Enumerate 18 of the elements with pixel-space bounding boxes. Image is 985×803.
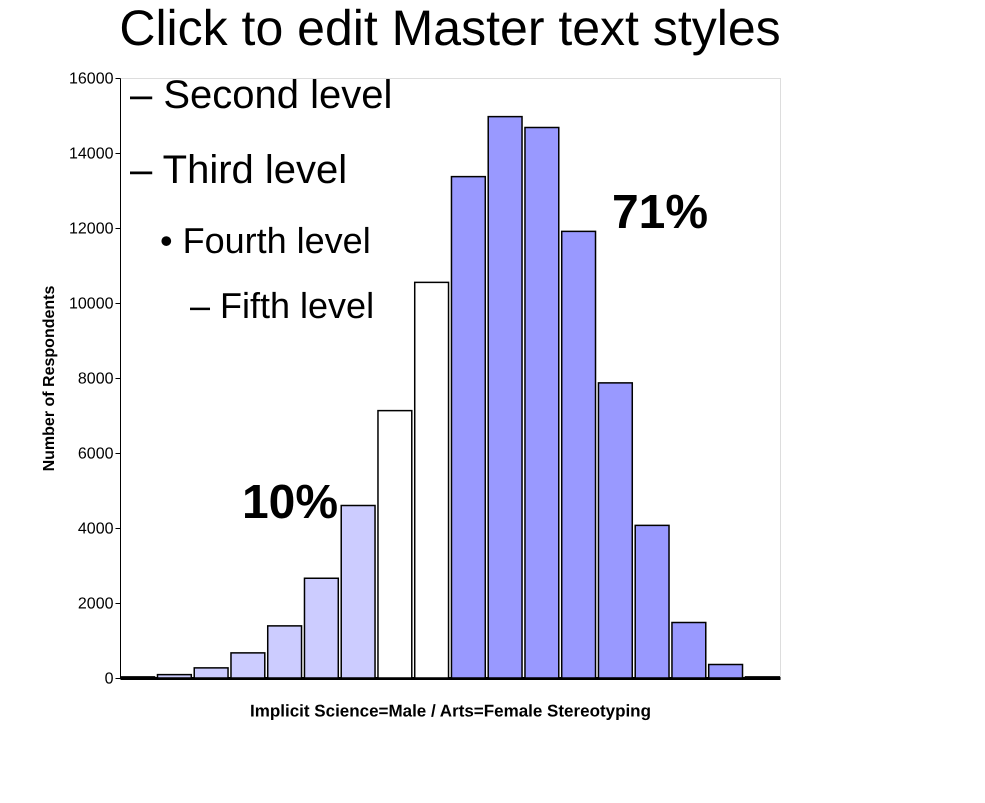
- annotation: – Third level: [130, 148, 348, 192]
- y-tick-label: 16000: [69, 70, 114, 88]
- y-axis-title: Number of Respondents: [41, 286, 58, 472]
- y-tick-label: 0: [104, 670, 114, 688]
- annotation: – Second level: [130, 73, 392, 117]
- annotation: • Fourth level: [160, 220, 371, 261]
- annotation: 71%: [612, 186, 708, 239]
- chart-title: Click to edit Master text styles: [119, 0, 781, 56]
- annotation: 10%: [242, 476, 338, 529]
- y-tick-label: 4000: [78, 520, 114, 538]
- x-axis-title: Implicit Science=Male / Arts=Female Stereotyping: [250, 702, 651, 720]
- y-tick-label: 6000: [78, 446, 114, 462]
- y-tick-label: 8000: [78, 370, 114, 388]
- y-tick-label: 12000: [69, 220, 114, 238]
- annotation: – Fifth level: [190, 285, 374, 326]
- y-tick-label: 2000: [78, 596, 114, 612]
- y-tick-label: 14000: [69, 146, 114, 162]
- y-tick-label: 10000: [69, 296, 114, 312]
